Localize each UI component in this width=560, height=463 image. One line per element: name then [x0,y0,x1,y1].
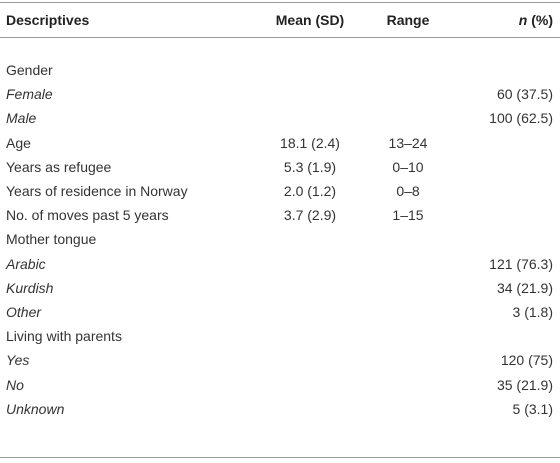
cell-n: 120 (75) [500,352,553,369]
header-rule [0,37,560,38]
header-cell: n (%) [519,11,553,29]
cell-label: Years of residence in Norway [6,183,188,199]
cell-label: Unknown [6,400,65,417]
cell-label: Mother tongue [6,231,97,248]
cell-range: 0–10 [392,158,424,175]
header-cell: Descriptives [6,12,90,28]
cell-label: Arabic [6,255,46,272]
header-cell: Range [386,12,430,28]
cell-label: Years as refugee [6,158,112,175]
cell-label: Other [6,304,42,320]
cell-n: 100 (62.5) [489,110,553,127]
top-rule [0,2,560,3]
cell-label: Female [6,86,53,103]
cell-label: Kurdish [6,279,54,296]
cell-label: Yes [6,352,30,369]
cell-mean: 3.7 (2.9) [283,207,337,224]
cell-n: 121 (76.3) [489,255,553,272]
cell-label: No [6,376,24,393]
cell-label: Gender [6,62,53,78]
header-cell: Mean (SD) [275,12,345,28]
cell-n: 3 (1.8) [512,304,553,320]
cell-n: 35 (21.9) [496,376,553,393]
cell-range: 0–8 [396,183,420,199]
cell-label: No. of moves past 5 years [6,207,169,224]
cell-range: 1–15 [392,207,424,224]
cell-label: Male [6,110,37,127]
cell-n: 5 (3.1) [512,400,553,417]
cell-mean: 5.3 (1.9) [283,158,337,175]
header-n: n [518,12,528,28]
cell-label: Age [6,134,31,151]
cell-n: 60 (37.5) [496,86,553,103]
bottom-rule [0,457,560,458]
cell-label: Living with parents [6,328,122,345]
cell-mean: 18.1 (2.4) [280,134,340,151]
cell-mean: 2.0 (1.2) [283,183,337,199]
cell-n: 34 (21.9) [496,279,553,296]
header-pct: (%) [531,12,553,28]
cell-range: 13–24 [388,134,428,151]
